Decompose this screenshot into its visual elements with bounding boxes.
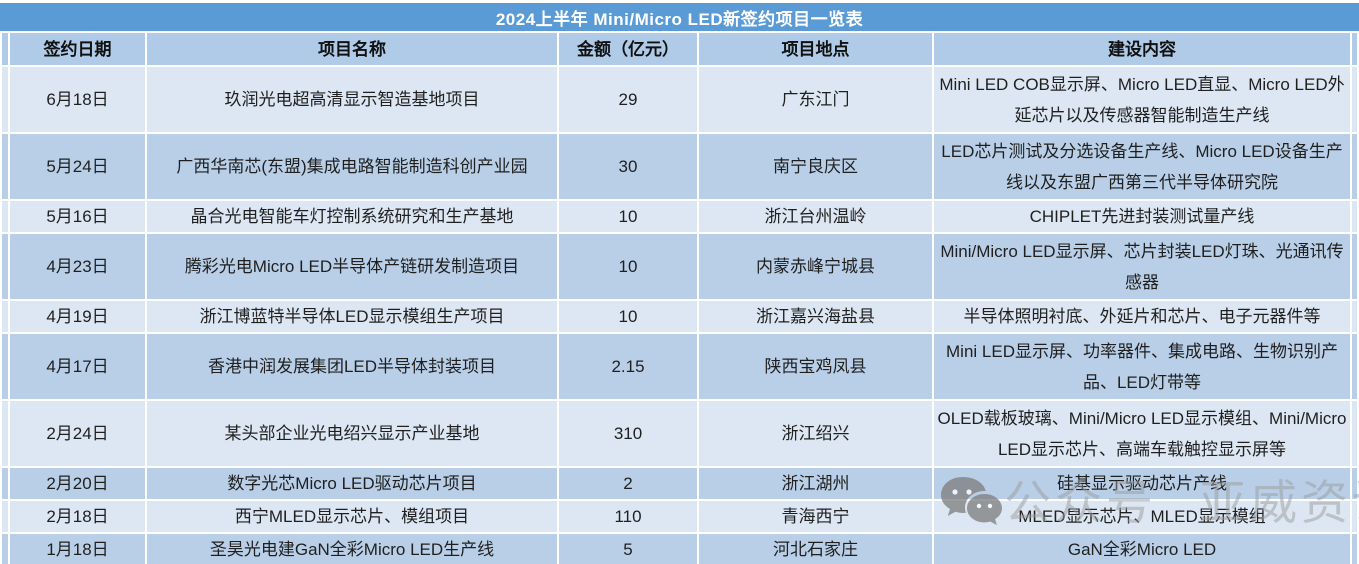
cell-amount: 30 bbox=[559, 134, 697, 199]
cell-location: 浙江绍兴 bbox=[699, 401, 932, 466]
right-edge-sliver bbox=[1352, 401, 1357, 466]
right-edge-sliver bbox=[1352, 234, 1357, 299]
cell-content: 半导体照明衬底、外延片和芯片、电子元器件等 bbox=[934, 301, 1350, 332]
header-row: 签约日期 项目名称 金额（亿元） 项目地点 建设内容 bbox=[2, 33, 1357, 65]
left-edge-sliver bbox=[2, 534, 8, 564]
table-row: 2月20日 数字光芯Micro LED驱动芯片项目 2 浙江湖州 硅基显示驱动芯片产线 bbox=[2, 468, 1357, 499]
cell-location: 浙江嘉兴海盐县 bbox=[699, 301, 932, 332]
right-edge-sliver bbox=[1352, 201, 1357, 232]
cell-location: 广东江门 bbox=[699, 67, 932, 132]
left-edge-sliver bbox=[2, 301, 8, 332]
right-edge-sliver bbox=[1352, 468, 1357, 499]
cell-sign-date: 2月24日 bbox=[10, 401, 145, 466]
header-cell-amount: 金额（亿元） bbox=[559, 33, 697, 65]
table-row: 4月19日 浙江博蓝特半导体LED显示模组生产项目 10 浙江嘉兴海盐县 半导体照明衬底… bbox=[2, 301, 1357, 332]
table-title: 2024上半年 Mini/Micro LED新签约项目一览表 bbox=[495, 9, 864, 29]
left-edge-sliver bbox=[2, 401, 8, 466]
left-edge-sliver bbox=[2, 501, 8, 532]
left-edge-sliver bbox=[2, 468, 8, 499]
cell-sign-date: 5月16日 bbox=[10, 201, 145, 232]
cell-location: 河北石家庄 bbox=[699, 534, 932, 564]
cell-sign-date: 6月18日 bbox=[10, 67, 145, 132]
cell-project-name: 晶合光电智能车灯控制系统研究和生产基地 bbox=[147, 201, 557, 232]
cell-location: 浙江湖州 bbox=[699, 468, 932, 499]
right-edge-sliver bbox=[1352, 334, 1357, 399]
right-edge-sliver bbox=[1352, 33, 1357, 65]
right-edge-sliver bbox=[1352, 67, 1357, 132]
cell-project-name: 圣昊光电建GaN全彩Micro LED生产线 bbox=[147, 534, 557, 564]
cell-content: OLED载板玻璃、Mini/Micro LED显示模组、Mini/Micro L… bbox=[934, 401, 1350, 466]
cell-content: 硅基显示驱动芯片产线 bbox=[934, 468, 1350, 499]
cell-location: 内蒙赤峰宁城县 bbox=[699, 234, 932, 299]
header-cell-location: 项目地点 bbox=[699, 33, 932, 65]
left-edge-sliver bbox=[2, 201, 8, 232]
right-edge-sliver bbox=[1352, 301, 1357, 332]
projects-table: 签约日期 项目名称 金额（亿元） 项目地点 建设内容 6月18日 玖润光电超高清显示智造基地… bbox=[0, 31, 1359, 564]
table-row: 2月24日 某头部企业光电绍兴显示产业基地 310 浙江绍兴 OLED载板玻璃、Mini… bbox=[2, 401, 1357, 466]
table-row: 1月18日 圣昊光电建GaN全彩Micro LED生产线 5 河北石家庄 GaN全彩Mi… bbox=[2, 534, 1357, 564]
cell-amount: 2.15 bbox=[559, 334, 697, 399]
cell-amount: 10 bbox=[559, 201, 697, 232]
cell-content: MLED显示芯片、MLED显示模组 bbox=[934, 501, 1350, 532]
cell-content: CHIPLET先进封装测试量产线 bbox=[934, 201, 1350, 232]
cell-amount: 29 bbox=[559, 67, 697, 132]
table-row: 2月18日 西宁MLED显示芯片、模组项目 110 青海西宁 MLED显示芯片、MLED… bbox=[2, 501, 1357, 532]
cell-sign-date: 4月23日 bbox=[10, 234, 145, 299]
table-title-bar: 2024上半年 Mini/Micro LED新签约项目一览表 bbox=[0, 3, 1359, 31]
cell-amount: 110 bbox=[559, 501, 697, 532]
cell-project-name: 腾彩光电Micro LED半导体产链研发制造项目 bbox=[147, 234, 557, 299]
cell-amount: 5 bbox=[559, 534, 697, 564]
cell-project-name: 某头部企业光电绍兴显示产业基地 bbox=[147, 401, 557, 466]
cell-sign-date: 2月18日 bbox=[10, 501, 145, 532]
cell-location: 青海西宁 bbox=[699, 501, 932, 532]
right-edge-sliver bbox=[1352, 501, 1357, 532]
cell-project-name: 香港中润发展集团LED半导体封装项目 bbox=[147, 334, 557, 399]
cell-project-name: 玖润光电超高清显示智造基地项目 bbox=[147, 67, 557, 132]
left-edge-sliver bbox=[2, 67, 8, 132]
cell-sign-date: 1月18日 bbox=[10, 534, 145, 564]
cell-project-name: 浙江博蓝特半导体LED显示模组生产项目 bbox=[147, 301, 557, 332]
table-row: 4月23日 腾彩光电Micro LED半导体产链研发制造项目 10 内蒙赤峰宁城县 Mi… bbox=[2, 234, 1357, 299]
left-edge-sliver bbox=[2, 234, 8, 299]
left-edge-sliver bbox=[2, 334, 8, 399]
cell-location: 浙江台州温岭 bbox=[699, 201, 932, 232]
header-cell-content: 建设内容 bbox=[934, 33, 1350, 65]
cell-content: Mini LED COB显示屏、Micro LED直显、Micro LED外延芯… bbox=[934, 67, 1350, 132]
cell-sign-date: 5月24日 bbox=[10, 134, 145, 199]
cell-sign-date: 2月20日 bbox=[10, 468, 145, 499]
table-row: 5月24日 广西华南芯(东盟)集成电路智能制造科创产业园 30 南宁良庆区 LED芯片测… bbox=[2, 134, 1357, 199]
table-row: 4月17日 香港中润发展集团LED半导体封装项目 2.15 陕西宝鸡凤县 Mini LE… bbox=[2, 334, 1357, 399]
cell-content: GaN全彩Micro LED bbox=[934, 534, 1350, 564]
header-cell-project-name: 项目名称 bbox=[147, 33, 557, 65]
cell-sign-date: 4月17日 bbox=[10, 334, 145, 399]
header-cell-sign-date: 签约日期 bbox=[10, 33, 145, 65]
left-edge-sliver bbox=[2, 134, 8, 199]
cell-content: Mini LED显示屏、功率器件、集成电路、生物识别产品、LED灯带等 bbox=[934, 334, 1350, 399]
cell-content: Mini/Micro LED显示屏、芯片封装LED灯珠、光通讯传感器 bbox=[934, 234, 1350, 299]
cell-amount: 310 bbox=[559, 401, 697, 466]
cell-sign-date: 4月19日 bbox=[10, 301, 145, 332]
cell-project-name: 数字光芯Micro LED驱动芯片项目 bbox=[147, 468, 557, 499]
cell-location: 陕西宝鸡凤县 bbox=[699, 334, 932, 399]
right-edge-sliver bbox=[1352, 134, 1357, 199]
cell-amount: 2 bbox=[559, 468, 697, 499]
cell-amount: 10 bbox=[559, 301, 697, 332]
table-row: 5月16日 晶合光电智能车灯控制系统研究和生产基地 10 浙江台州温岭 CHIPLET先… bbox=[2, 201, 1357, 232]
cell-content: LED芯片测试及分选设备生产线、Micro LED设备生产线以及东盟广西第三代半… bbox=[934, 134, 1350, 199]
cell-amount: 10 bbox=[559, 234, 697, 299]
right-edge-sliver bbox=[1352, 534, 1357, 564]
left-edge-sliver bbox=[2, 33, 8, 65]
cell-project-name: 广西华南芯(东盟)集成电路智能制造科创产业园 bbox=[147, 134, 557, 199]
cell-location: 南宁良庆区 bbox=[699, 134, 932, 199]
cell-project-name: 西宁MLED显示芯片、模组项目 bbox=[147, 501, 557, 532]
table-row: 6月18日 玖润光电超高清显示智造基地项目 29 广东江门 Mini LED COB显示… bbox=[2, 67, 1357, 132]
